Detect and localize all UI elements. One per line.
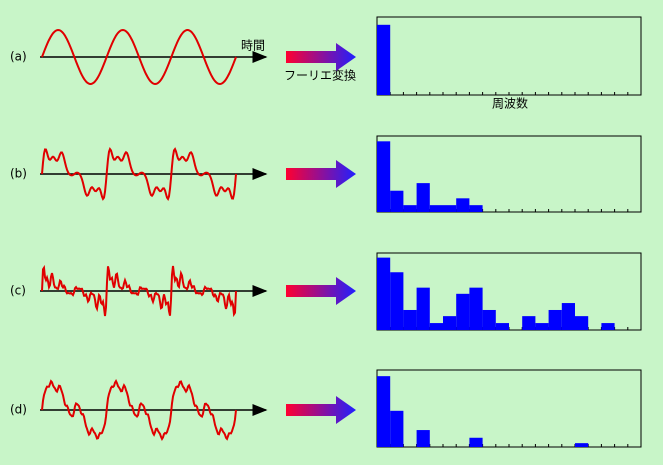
bar <box>443 205 457 212</box>
bar <box>377 376 391 447</box>
bar <box>390 410 404 447</box>
bar <box>548 309 562 330</box>
bar <box>575 316 589 330</box>
bar <box>482 309 496 330</box>
row-label: (c) <box>10 284 26 298</box>
waveform <box>41 28 237 86</box>
bar <box>535 323 549 330</box>
bar <box>416 430 430 447</box>
bar <box>416 183 430 212</box>
bar <box>456 198 470 212</box>
waveform <box>41 379 237 441</box>
bar <box>390 190 404 212</box>
transform-arrow <box>286 160 356 188</box>
bar <box>429 323 443 330</box>
time-label: 時間 <box>241 39 265 53</box>
bar <box>429 205 443 212</box>
bar <box>495 323 509 330</box>
bar <box>456 293 470 330</box>
row-label: (a) <box>10 50 27 64</box>
transform-arrow <box>286 43 356 71</box>
bar <box>377 24 391 95</box>
bar <box>469 287 483 330</box>
bar <box>561 303 575 330</box>
row-label: (d) <box>10 403 27 417</box>
bar <box>575 443 589 447</box>
transform-arrow <box>286 277 356 305</box>
bar <box>390 272 404 330</box>
frequency-label: 周波数 <box>492 96 528 111</box>
bar <box>522 316 536 330</box>
transform-arrow <box>286 396 356 424</box>
waveform <box>41 147 237 201</box>
bar <box>403 205 417 212</box>
bar <box>403 309 417 330</box>
bar <box>469 205 483 212</box>
transform-label: フーリエ変換 <box>284 68 356 83</box>
bar <box>377 257 391 330</box>
waveform <box>41 264 237 318</box>
bar <box>443 316 457 330</box>
row-label: (b) <box>10 167 27 181</box>
bar <box>601 323 615 330</box>
bar <box>416 287 430 330</box>
bar <box>377 141 391 212</box>
bar <box>469 437 483 447</box>
